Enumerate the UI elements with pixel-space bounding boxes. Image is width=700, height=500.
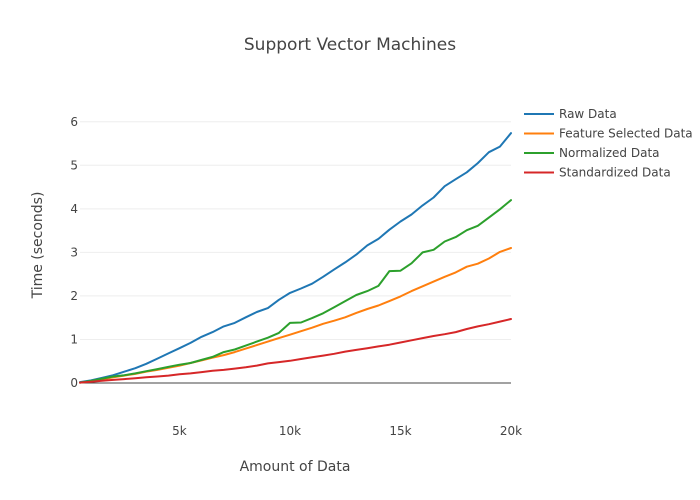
legend-item-feature-selected-data[interactable]: Feature Selected Data	[524, 127, 693, 141]
x-tick-label: 10k	[279, 424, 301, 438]
series-layer	[79, 132, 512, 384]
y-tick-label: 2	[70, 289, 78, 303]
legend-item-raw-data[interactable]: Raw Data	[524, 107, 617, 121]
series-line-normalized-data	[79, 199, 512, 384]
x-tick-label: 20k	[500, 424, 522, 438]
y-tick-label: 5	[70, 158, 78, 172]
y-tick-label: 6	[70, 115, 78, 129]
series-line-standardized-data	[79, 318, 512, 384]
x-tick-label: 5k	[172, 424, 187, 438]
legend-label: Feature Selected Data	[559, 127, 693, 141]
legend-label: Raw Data	[559, 107, 617, 121]
grid-layer	[80, 121, 511, 384]
series-line-raw-data	[79, 132, 512, 384]
chart-title: Support Vector Machines	[244, 35, 456, 55]
y-tick-label: 4	[70, 202, 78, 216]
y-tick-label: 0	[70, 376, 78, 390]
tick-layer: 0 1 2 3 4 5 6 5k 10k 15k 20k	[70, 115, 522, 438]
legend: Raw Data Feature Selected Data Normalized …	[524, 107, 693, 180]
legend-item-standardized-data[interactable]: Standardized Data	[524, 166, 671, 180]
x-axis-title: Amount of Data	[240, 459, 351, 475]
legend-label: Standardized Data	[559, 166, 671, 180]
y-axis-title: Time (seconds)	[30, 192, 46, 300]
legend-label: Normalized Data	[559, 146, 660, 160]
y-tick-label: 3	[70, 245, 78, 259]
x-tick-label: 15k	[389, 424, 411, 438]
legend-item-normalized-data[interactable]: Normalized Data	[524, 146, 660, 160]
y-tick-label: 1	[70, 332, 78, 346]
